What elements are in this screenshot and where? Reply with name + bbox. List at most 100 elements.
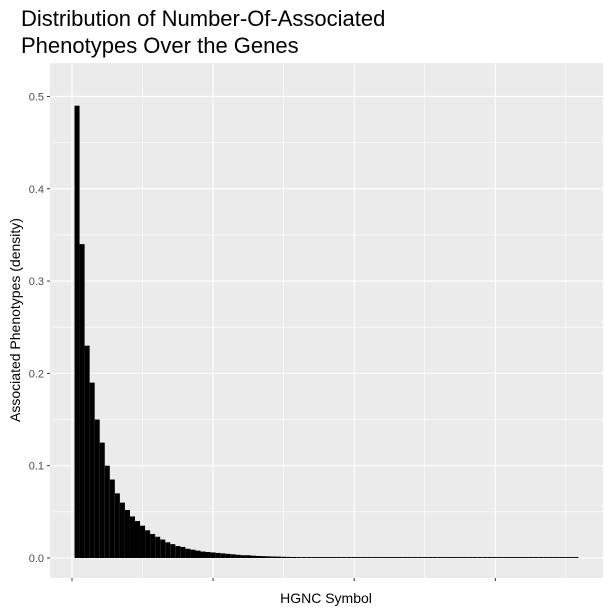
density-bar <box>371 557 377 558</box>
density-bar <box>185 548 191 558</box>
density-bar <box>432 557 438 558</box>
density-bar <box>558 557 564 558</box>
density-bar <box>407 557 413 558</box>
density-bar <box>99 442 105 558</box>
density-bar <box>301 557 307 558</box>
density-bar <box>170 544 176 558</box>
density-bar <box>129 516 135 558</box>
density-bar <box>336 557 342 558</box>
y-axis-title: Associated Phenotypes (density) <box>7 218 23 422</box>
density-bar <box>422 557 428 558</box>
density-bar <box>523 557 529 558</box>
density-bar <box>563 557 569 558</box>
density-bar <box>341 557 347 558</box>
density-bar <box>109 479 115 558</box>
density-bar <box>457 557 463 558</box>
density-bar <box>180 546 186 558</box>
density-bar <box>412 557 418 558</box>
density-bar <box>250 555 256 558</box>
density-bar <box>190 549 196 558</box>
density-bar <box>175 546 181 558</box>
density-bar <box>467 557 473 558</box>
density-bar <box>356 557 362 558</box>
density-bar <box>255 555 261 558</box>
density-bar <box>331 557 337 558</box>
density-bar <box>538 557 544 558</box>
y-axis: 0.0 0.1 0.2 0.3 0.4 0.5 <box>29 91 50 565</box>
density-bar <box>492 557 498 558</box>
density-bar <box>386 557 393 558</box>
density-bar <box>281 556 287 558</box>
density-bar <box>548 557 554 558</box>
density-bar <box>271 556 277 558</box>
density-bar <box>487 557 493 558</box>
density-bar <box>119 502 125 558</box>
density-bar <box>200 551 206 558</box>
density-bar <box>89 382 95 558</box>
density-bar <box>296 557 302 558</box>
density-bar <box>276 556 282 558</box>
density-bar <box>477 557 483 558</box>
density-bar <box>291 556 297 558</box>
density-bar <box>452 557 458 558</box>
minor-gridlines <box>50 63 603 578</box>
density-bar <box>381 557 387 558</box>
density-bar <box>225 553 231 558</box>
density-bar <box>79 244 85 558</box>
y-tick-label: 0.5 <box>29 91 44 103</box>
density-bar <box>74 105 80 558</box>
x-axis <box>71 578 496 581</box>
y-tick-label: 0.2 <box>29 368 44 380</box>
density-bar <box>442 557 448 558</box>
major-gridlines <box>50 63 603 578</box>
density-bar <box>286 556 292 558</box>
density-bar <box>417 557 423 558</box>
density-bar <box>427 557 433 558</box>
y-tick-label: 0.1 <box>29 461 44 473</box>
density-bar <box>447 557 453 558</box>
density-bar <box>195 550 201 558</box>
density-bar <box>462 557 468 558</box>
density-bar <box>528 557 534 558</box>
y-tick-label: 0.0 <box>29 553 44 565</box>
density-bar <box>553 557 559 558</box>
density-bar <box>311 557 317 558</box>
density-bar <box>397 557 403 558</box>
chart-title-line-2: Phenotypes Over the Genes <box>21 33 299 58</box>
density-bar <box>114 493 120 558</box>
density-bar <box>507 557 513 558</box>
density-bar <box>437 557 443 558</box>
density-bar <box>150 534 156 558</box>
density-bar <box>512 557 519 558</box>
density-bar <box>346 557 352 558</box>
density-bar <box>482 557 488 558</box>
density-bar <box>266 556 272 558</box>
x-axis-title: HGNC Symbol <box>280 590 372 606</box>
plot-panel <box>50 63 603 578</box>
density-bar <box>145 530 151 558</box>
density-bar <box>230 554 236 558</box>
density-bar <box>155 536 161 558</box>
density-bar <box>361 557 367 558</box>
density-bar <box>402 557 408 558</box>
density-bar <box>260 556 267 558</box>
y-tick-label: 0.3 <box>29 276 44 288</box>
density-bar <box>351 557 357 558</box>
density-bar <box>472 557 478 558</box>
density-bar <box>235 554 241 558</box>
y-tick-label: 0.4 <box>29 184 44 196</box>
density-bar <box>245 555 251 558</box>
density-bar <box>316 557 322 558</box>
density-bar <box>104 465 110 558</box>
density-bar <box>518 557 524 558</box>
density-bar <box>134 521 141 558</box>
density-bar <box>240 555 246 558</box>
density-bar <box>84 345 90 558</box>
density-bar <box>124 510 130 558</box>
density-bar <box>543 557 549 558</box>
density-bar <box>165 542 171 558</box>
density-bar <box>497 557 503 558</box>
density-bar <box>306 557 312 558</box>
density-bar <box>568 557 574 558</box>
